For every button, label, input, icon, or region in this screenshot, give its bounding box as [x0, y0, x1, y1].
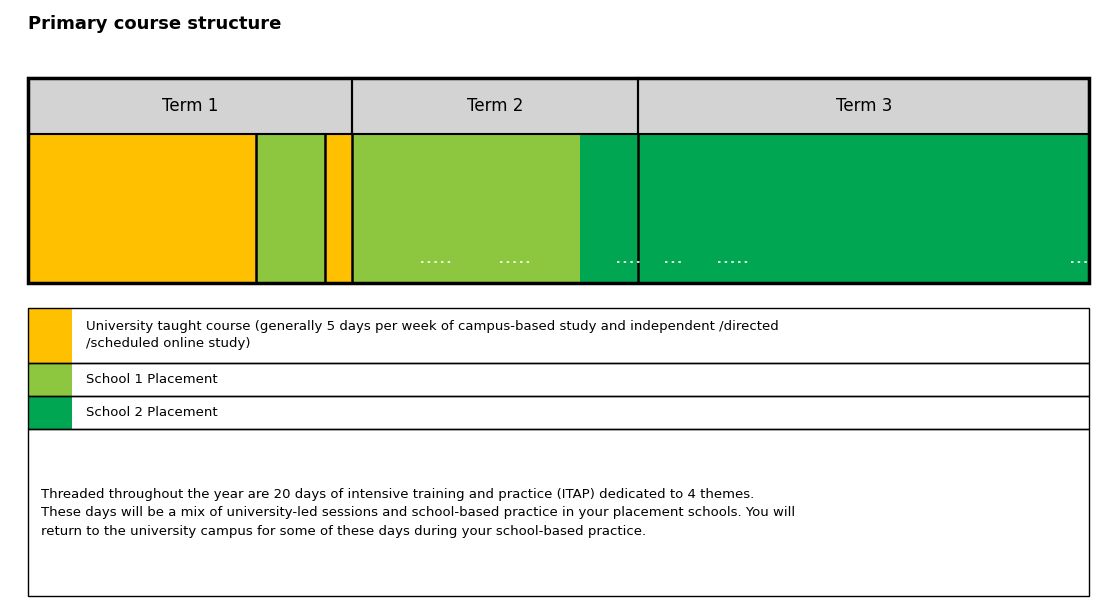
Bar [352, 78, 638, 134]
Bar [692, 134, 1089, 283]
Bar [638, 78, 1089, 134]
Bar [28, 429, 1089, 596]
Text: Threaded throughout the year are 20 days of intensive training and practice (ITA: Threaded throughout the year are 20 days… [41, 488, 795, 537]
Bar [256, 134, 325, 283]
Text: Term 3: Term 3 [836, 97, 892, 115]
Bar [638, 134, 692, 283]
Bar [28, 396, 72, 429]
Bar [352, 134, 580, 283]
Bar [28, 78, 352, 134]
Bar [580, 134, 638, 283]
Bar [28, 308, 1089, 363]
Bar [28, 308, 72, 363]
Text: Term 2: Term 2 [467, 97, 524, 115]
Bar [638, 78, 1089, 134]
Text: Term 1: Term 1 [162, 97, 218, 115]
Bar [28, 78, 352, 134]
Bar [28, 363, 72, 396]
Bar [352, 78, 638, 134]
Bar [28, 363, 1089, 396]
Text: School 2 Placement: School 2 Placement [86, 406, 217, 419]
Bar [325, 134, 352, 283]
Text: School 1 Placement: School 1 Placement [86, 373, 217, 386]
Bar [28, 134, 256, 283]
Text: University taught course (generally 5 days per week of campus-based study and in: University taught course (generally 5 da… [86, 320, 779, 350]
Text: Primary course structure: Primary course structure [28, 15, 281, 33]
Bar [28, 396, 1089, 429]
Bar [28, 78, 1089, 283]
